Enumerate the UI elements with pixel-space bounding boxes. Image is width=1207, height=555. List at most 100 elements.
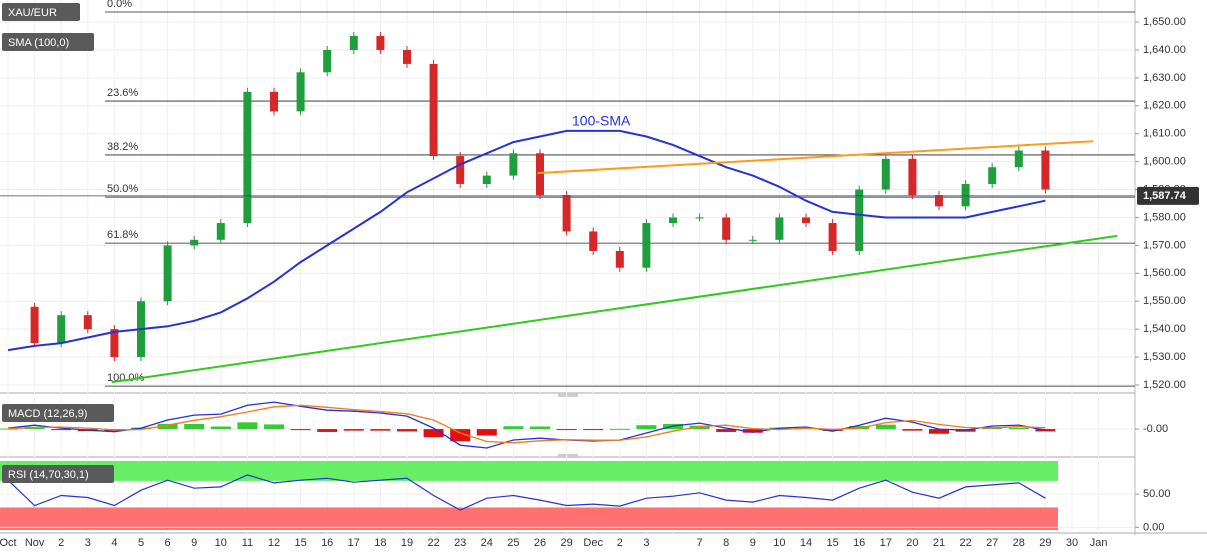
candle-body bbox=[163, 245, 172, 302]
candle-body bbox=[562, 195, 571, 232]
macd-histogram-bar bbox=[237, 422, 258, 430]
x-tick-label: 29 bbox=[1039, 537, 1051, 549]
x-tick-label: 14 bbox=[800, 537, 812, 549]
macd-histogram-bar bbox=[397, 429, 417, 432]
indicator-label: XAU/EUR bbox=[8, 7, 57, 19]
x-tick-label: 30 bbox=[1066, 537, 1078, 549]
candle-body bbox=[881, 158, 890, 190]
oversold-zone bbox=[0, 507, 1058, 530]
splitter-handle[interactable] bbox=[558, 393, 578, 397]
x-tick-label: 12 bbox=[268, 537, 280, 549]
sma-line bbox=[7, 129, 1046, 352]
macd-histogram-bar bbox=[742, 429, 763, 433]
y-tick-label: 1,620.00 bbox=[1143, 100, 1186, 112]
x-tick-label: 15 bbox=[826, 537, 838, 549]
fib-label: 0.0% bbox=[107, 0, 132, 10]
x-tick-label: 24 bbox=[481, 537, 493, 549]
y-tick-label: 1,650.00 bbox=[1143, 16, 1186, 28]
x-tick-label: 26 bbox=[534, 537, 546, 549]
indicator-label: SMA (100,0) bbox=[8, 37, 69, 49]
candle-body bbox=[30, 306, 39, 344]
macd-histogram-bar bbox=[370, 429, 391, 431]
rsi-line bbox=[7, 474, 1046, 511]
macd-histogram-bar bbox=[1035, 429, 1056, 432]
x-tick-label: 20 bbox=[906, 537, 918, 549]
candle-body bbox=[1041, 150, 1050, 190]
candle-body bbox=[243, 91, 252, 224]
candle-body bbox=[323, 49, 332, 73]
candle-body bbox=[1014, 150, 1023, 168]
macd-histogram-bar bbox=[157, 423, 178, 430]
x-tick-label: 7 bbox=[697, 537, 703, 549]
x-tick-label: 17 bbox=[348, 537, 360, 549]
macd-histogram-bar bbox=[317, 429, 338, 432]
macd-histogram-bar bbox=[689, 425, 710, 430]
candle-body bbox=[908, 158, 917, 196]
candle-body bbox=[456, 156, 465, 184]
x-tick-label: Dec bbox=[583, 537, 603, 549]
macd-histogram-bar bbox=[423, 429, 444, 438]
x-tick-label: 9 bbox=[191, 537, 197, 549]
y-tick-label: 1,600.00 bbox=[1143, 156, 1186, 168]
indicator-label: RSI (14,70,30,1) bbox=[8, 469, 89, 481]
candle-body bbox=[935, 195, 943, 207]
candle-body bbox=[296, 72, 305, 112]
macd-histogram-bar bbox=[51, 429, 72, 431]
fib-label: 23.6% bbox=[107, 87, 138, 99]
y-tick-label: 1,570.00 bbox=[1143, 239, 1186, 251]
fib-label: 50.0% bbox=[107, 183, 138, 195]
macd-histogram-bar bbox=[875, 424, 896, 430]
x-tick-label: 4 bbox=[111, 537, 117, 549]
macd-histogram-bar bbox=[530, 426, 550, 430]
x-tick-label: 22 bbox=[427, 537, 439, 549]
y-tick-label: 0.00 bbox=[1143, 521, 1164, 533]
candle-body bbox=[828, 223, 837, 251]
x-tick-label: 5 bbox=[138, 537, 144, 549]
x-tick-label: 10 bbox=[215, 537, 227, 549]
x-tick-label: 22 bbox=[959, 537, 971, 549]
candle-body bbox=[775, 217, 784, 240]
x-tick-label: 25 bbox=[507, 537, 519, 549]
macd-histogram-bar bbox=[503, 426, 524, 430]
x-tick-label: 28 bbox=[1013, 537, 1025, 549]
macd-histogram-bar bbox=[849, 425, 870, 430]
trendline bbox=[537, 140, 1094, 175]
signal-line bbox=[7, 404, 1046, 444]
candle-body bbox=[429, 63, 438, 157]
fib-label: 61.8% bbox=[107, 229, 138, 241]
y-tick-label: -0.00 bbox=[1143, 423, 1168, 435]
macd-histogram-bar bbox=[556, 429, 577, 431]
indicator-label-box bbox=[2, 3, 80, 21]
candle-body bbox=[216, 223, 225, 240]
x-tick-label: 18 bbox=[374, 537, 386, 549]
x-tick-label: Oct bbox=[0, 537, 17, 549]
last-price-label: 1,587.74 bbox=[1143, 190, 1187, 202]
y-tick-label: 50.00 bbox=[1143, 488, 1171, 500]
candle-body bbox=[376, 36, 385, 50]
candle-body bbox=[669, 217, 677, 224]
macd-histogram-bar bbox=[902, 429, 923, 431]
y-tick-label: 1,550.00 bbox=[1143, 295, 1186, 307]
candle-body bbox=[802, 217, 810, 224]
indicator-label: MACD (12,26,9) bbox=[8, 408, 87, 420]
macd-histogram-bar bbox=[264, 424, 284, 430]
macd-histogram-bar bbox=[716, 429, 737, 432]
candle-body bbox=[988, 167, 997, 184]
x-tick-label: 19 bbox=[401, 537, 413, 549]
x-tick-label: 17 bbox=[880, 537, 892, 549]
candle-body bbox=[57, 315, 66, 344]
candle-body bbox=[589, 231, 598, 251]
macd-histogram-bar bbox=[1008, 427, 1029, 430]
overbought-zone bbox=[0, 461, 1058, 481]
x-tick-label: 9 bbox=[750, 537, 756, 549]
trendline bbox=[111, 234, 1118, 384]
x-tick-label: 10 bbox=[773, 537, 785, 549]
fib-label: 38.2% bbox=[107, 141, 138, 153]
x-tick-label: Nov bbox=[25, 537, 45, 549]
x-tick-label: 27 bbox=[986, 537, 998, 549]
candle-body bbox=[615, 250, 624, 268]
splitter-handle[interactable] bbox=[558, 454, 578, 458]
sma-annotation: 100-SMA bbox=[572, 113, 631, 129]
